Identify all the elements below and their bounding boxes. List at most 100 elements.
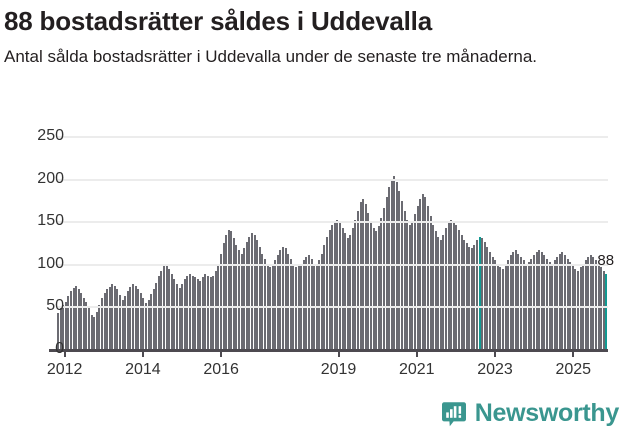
bar [468,246,471,349]
y-axis-tick-label: 50 [46,297,64,315]
bar [168,268,171,349]
bar [212,275,215,349]
bar [139,292,142,349]
x-axis-tick-label: 2023 [477,361,513,378]
x-axis-tick-label: 2014 [125,361,161,378]
gridline [57,263,608,266]
bar [385,197,388,349]
bar [429,216,432,349]
bar [483,241,486,349]
bar [326,236,329,349]
bar [398,190,401,349]
bar [553,260,556,349]
bar [119,295,122,349]
bar-value-label: 88 [597,252,615,270]
x-axis-tick-label: 2021 [398,361,435,378]
bar [150,294,153,349]
bar [522,260,525,349]
bar [540,251,543,349]
bar [377,226,380,349]
bar [183,279,186,349]
bar [261,253,264,349]
bar [538,250,541,349]
bar [576,270,579,349]
bar [90,314,93,349]
bar [72,287,75,349]
bar [558,253,561,349]
x-axis-tick [415,349,418,357]
bar [364,204,367,349]
bar [470,248,473,349]
x-axis-tick [141,349,144,357]
bar [403,210,406,349]
bar [543,255,546,349]
bar [103,292,106,349]
bar [289,258,292,349]
bar [320,253,323,349]
x-axis-tick-label: 2019 [320,361,357,378]
gridline [57,221,608,224]
bar [349,234,352,349]
bar [354,219,357,349]
bar [344,233,347,349]
bar [230,231,233,349]
bar [592,256,595,349]
bar [82,297,85,349]
bar [556,256,559,349]
bar [274,260,277,349]
bar-highlighted [605,274,608,349]
gridline [57,178,608,181]
bar [457,229,460,349]
bar [62,304,65,349]
x-axis-tick-label: 2016 [203,361,239,378]
bar [486,246,489,349]
bar [284,248,287,349]
bar [393,176,396,349]
bar [362,199,365,349]
bar [489,251,491,349]
bar [406,219,409,349]
bar [258,246,261,349]
bar [282,246,285,349]
bar [207,275,210,349]
gridline [57,306,608,309]
bar [279,250,282,349]
bar [545,258,548,349]
bar [248,236,251,349]
x-axis-tick-label: 2012 [46,361,83,378]
bar [338,222,341,349]
bar [209,277,212,349]
bar [452,221,455,349]
bar [147,299,150,349]
bar [548,262,551,349]
bar [253,234,256,349]
bar [439,239,442,349]
bar [333,221,336,349]
bar [88,308,91,349]
bar [191,275,194,349]
bar [240,253,243,349]
bar [401,200,404,349]
bar [512,251,515,349]
bar [442,234,445,349]
bar [245,241,248,349]
bar [124,296,127,349]
bar [501,268,504,349]
bar [243,248,246,349]
bar [67,296,70,349]
y-axis-tick-label: 250 [37,127,64,144]
bar [331,224,334,349]
bar [69,291,72,349]
bar [142,297,145,349]
bar [235,245,238,349]
bar [328,229,331,349]
bar [491,256,494,349]
bar [307,255,310,349]
bar [263,258,266,349]
bar [380,217,383,349]
bar [367,212,370,349]
bar [587,256,590,349]
bar [116,289,119,349]
bar [564,255,567,349]
